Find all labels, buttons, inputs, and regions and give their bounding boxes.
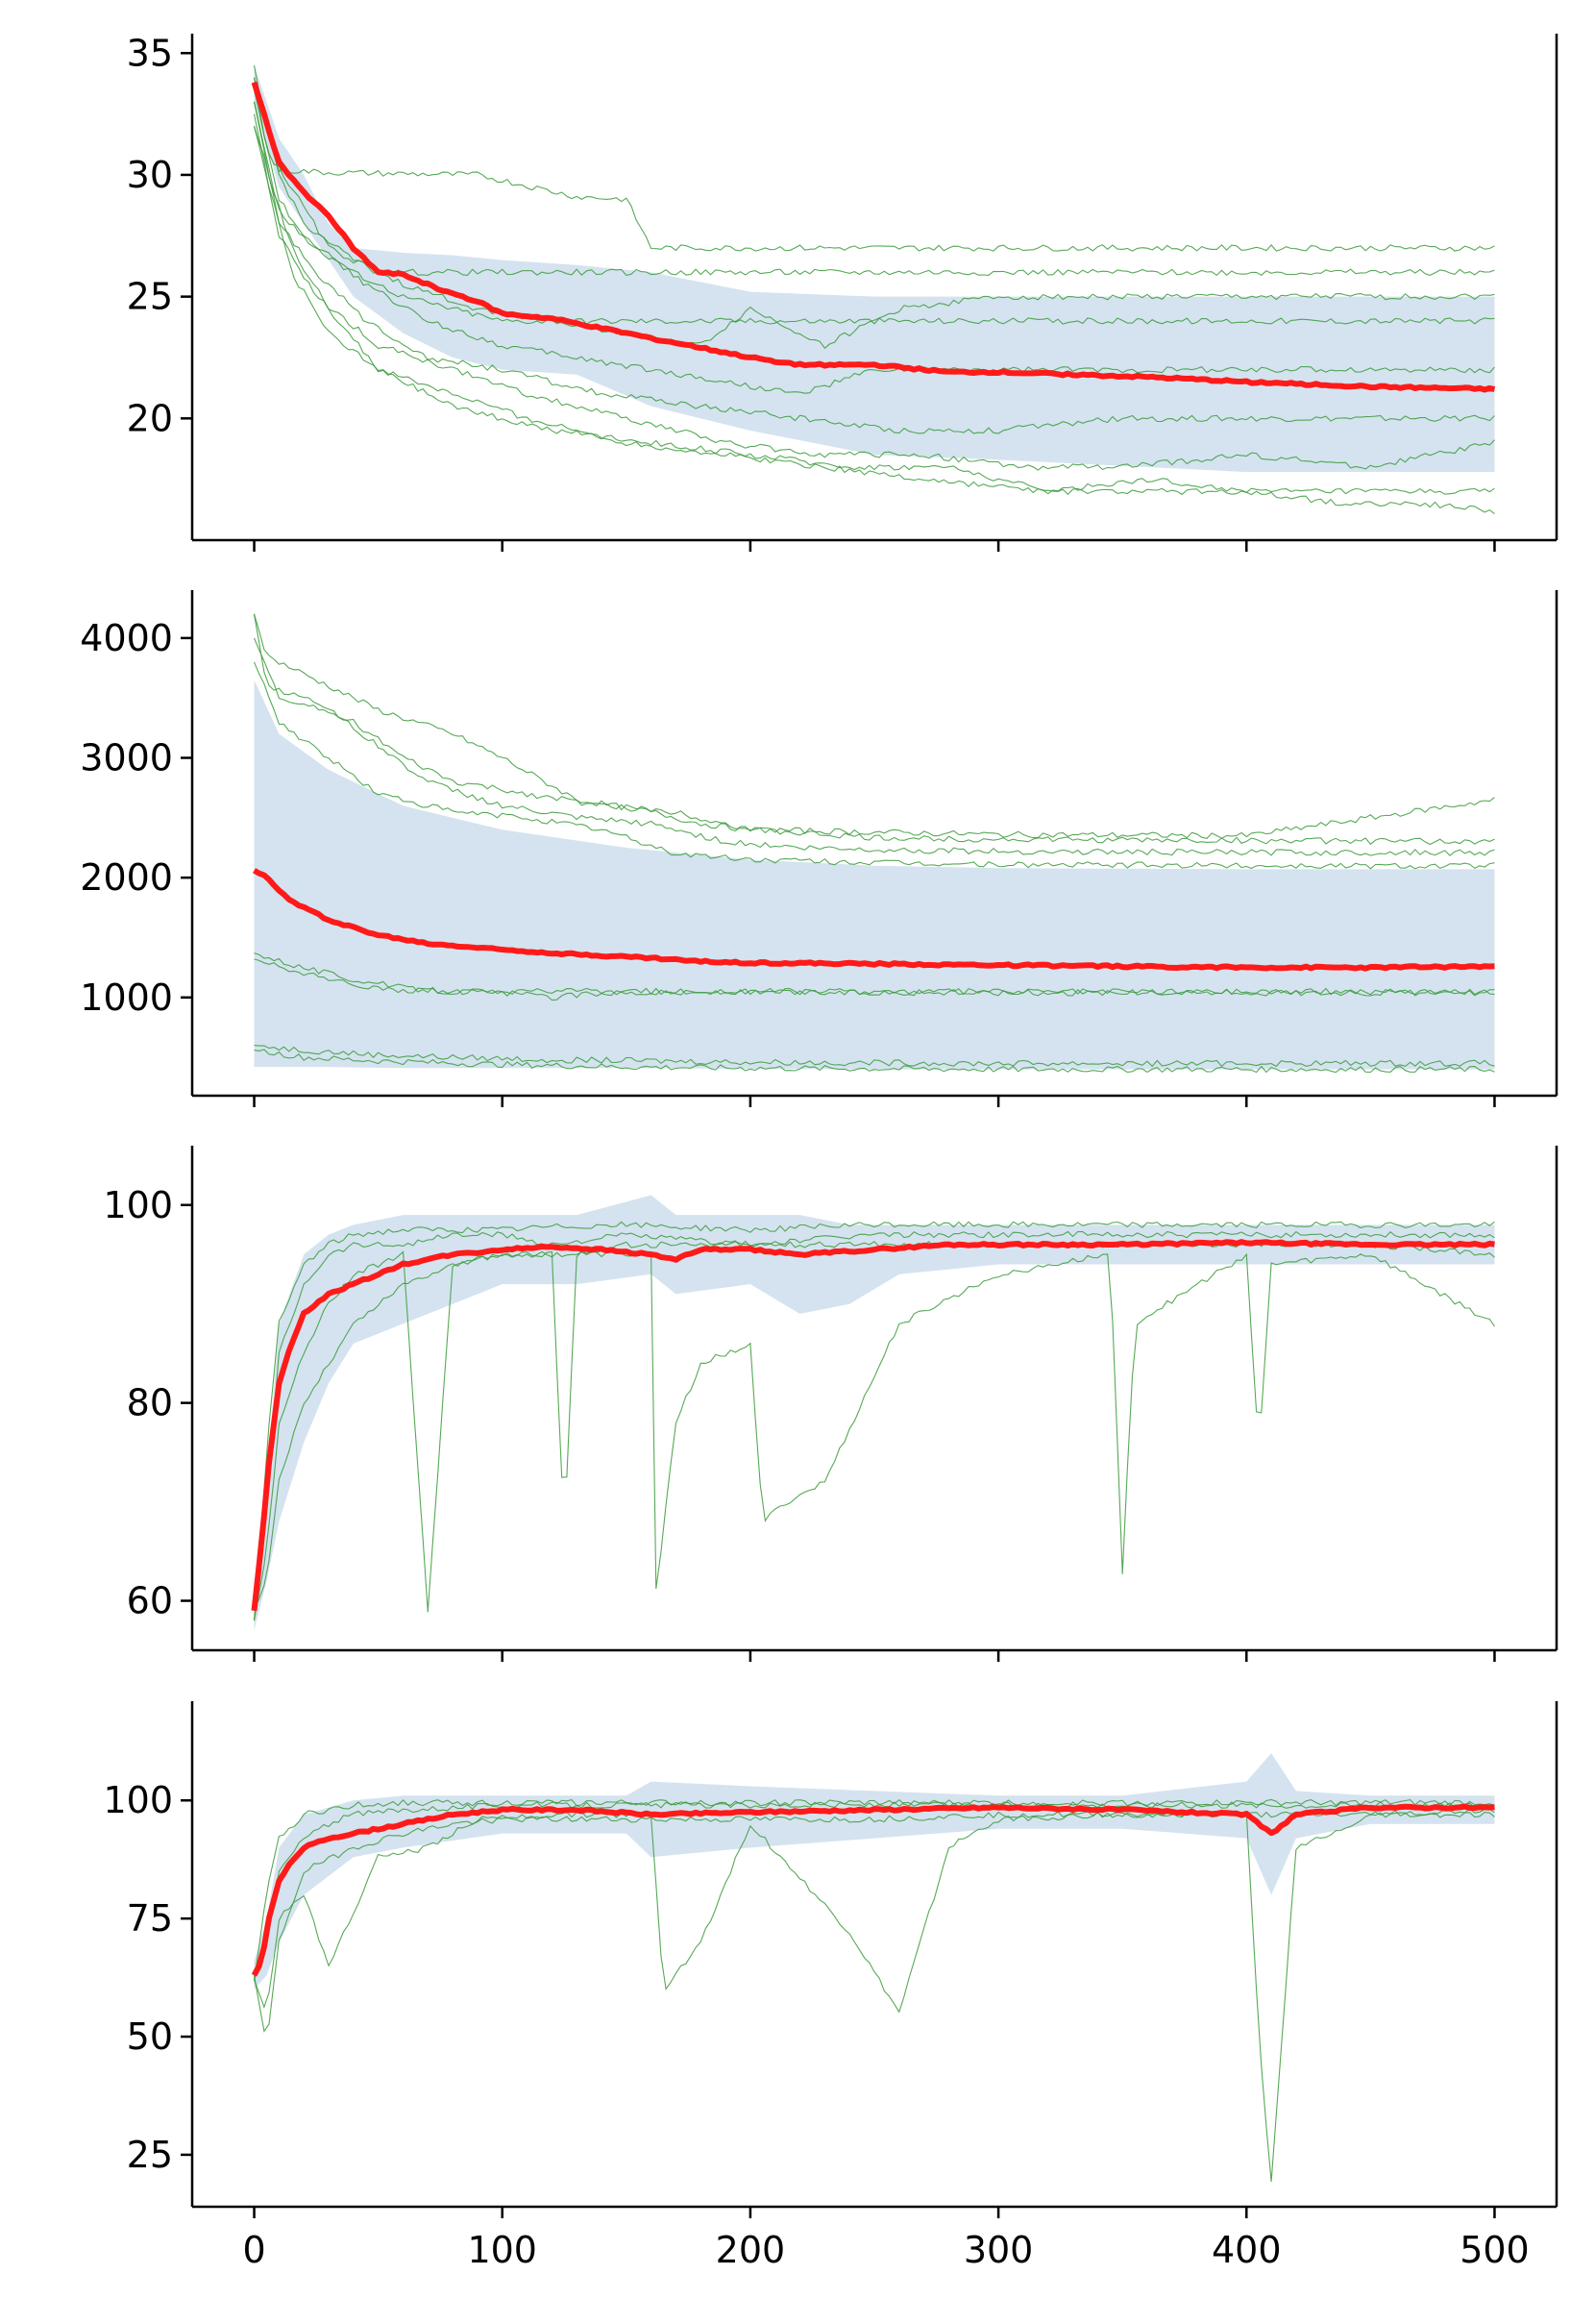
panel-2: 1000 2000 3000 4000 bbox=[80, 590, 1558, 1107]
y-tick-label: 4000 bbox=[80, 617, 173, 659]
run-line-1-3 bbox=[253, 77, 1495, 350]
run-line-1-1 bbox=[253, 64, 1495, 252]
y-tick-label: 1000 bbox=[80, 977, 173, 1019]
run-line-2-5 bbox=[254, 952, 1495, 1001]
run-line-2-2 bbox=[253, 613, 1495, 846]
run-line-2-3 bbox=[253, 637, 1495, 856]
run-line-1-4 bbox=[253, 89, 1495, 325]
panel-3: 60 80 100 bbox=[103, 1146, 1558, 1662]
mean-line-1 bbox=[251, 81, 1496, 393]
x-tick-label: 100 bbox=[467, 2229, 537, 2271]
x-tick-label: 300 bbox=[964, 2229, 1034, 2271]
run-line-4-3 bbox=[253, 1808, 1495, 2183]
mean-line-4 bbox=[251, 1803, 1495, 1977]
std-band-4 bbox=[254, 1753, 1495, 1990]
run-line-2-4 bbox=[253, 661, 1495, 870]
y-tick-label: 25 bbox=[127, 276, 173, 318]
run-line-1-2 bbox=[253, 77, 1495, 277]
run-line-4-1 bbox=[253, 1798, 1495, 1981]
panel-1: 20 25 30 35 bbox=[127, 32, 1558, 552]
run-line-1-8 bbox=[253, 126, 1495, 496]
panel-4: 25 50 75 100 0 100 200 300 400 500 bbox=[103, 1701, 1558, 2271]
y-tick-label: 100 bbox=[103, 1779, 173, 1821]
x-tick-label: 0 bbox=[242, 2229, 265, 2271]
x-tick-label: 200 bbox=[716, 2229, 786, 2271]
y-tick-label: 50 bbox=[127, 2015, 173, 2058]
y-tick-label: 25 bbox=[127, 2134, 173, 2176]
run-line-3-2 bbox=[253, 1230, 1495, 1611]
y-tick-label: 3000 bbox=[80, 737, 173, 779]
run-line-2-6 bbox=[254, 958, 1495, 996]
mean-line-2 bbox=[253, 868, 1495, 972]
std-band-2 bbox=[254, 680, 1495, 1070]
y-tick-label: 35 bbox=[127, 32, 173, 74]
run-line-1-5 bbox=[253, 101, 1495, 394]
y-tick-label: 80 bbox=[127, 1382, 173, 1424]
y-tick-label: 100 bbox=[103, 1184, 173, 1226]
y-tick-label: 2000 bbox=[80, 856, 173, 899]
run-line-1-6 bbox=[253, 101, 1495, 434]
run-line-2-7 bbox=[254, 1045, 1495, 1068]
std-band-3 bbox=[254, 1195, 1495, 1631]
run-line-1-7 bbox=[253, 113, 1495, 471]
y-tick-label: 30 bbox=[127, 154, 173, 196]
run-line-4-4 bbox=[253, 1811, 1495, 2033]
run-line-2-8 bbox=[254, 1049, 1495, 1074]
run-line-3-1 bbox=[253, 1221, 1495, 1621]
std-band-1 bbox=[254, 64, 1495, 473]
x-tick-label: 400 bbox=[1212, 2229, 1282, 2271]
y-tick-label: 20 bbox=[127, 397, 173, 439]
x-tick-label: 500 bbox=[1460, 2229, 1530, 2271]
run-line-3-4 bbox=[253, 1250, 1495, 1612]
y-tick-label: 60 bbox=[127, 1580, 173, 1622]
run-line-2-1 bbox=[253, 613, 1495, 840]
run-line-1-9 bbox=[253, 126, 1495, 515]
y-tick-label: 75 bbox=[127, 1897, 173, 1940]
mean-line-3 bbox=[251, 1239, 1495, 1612]
